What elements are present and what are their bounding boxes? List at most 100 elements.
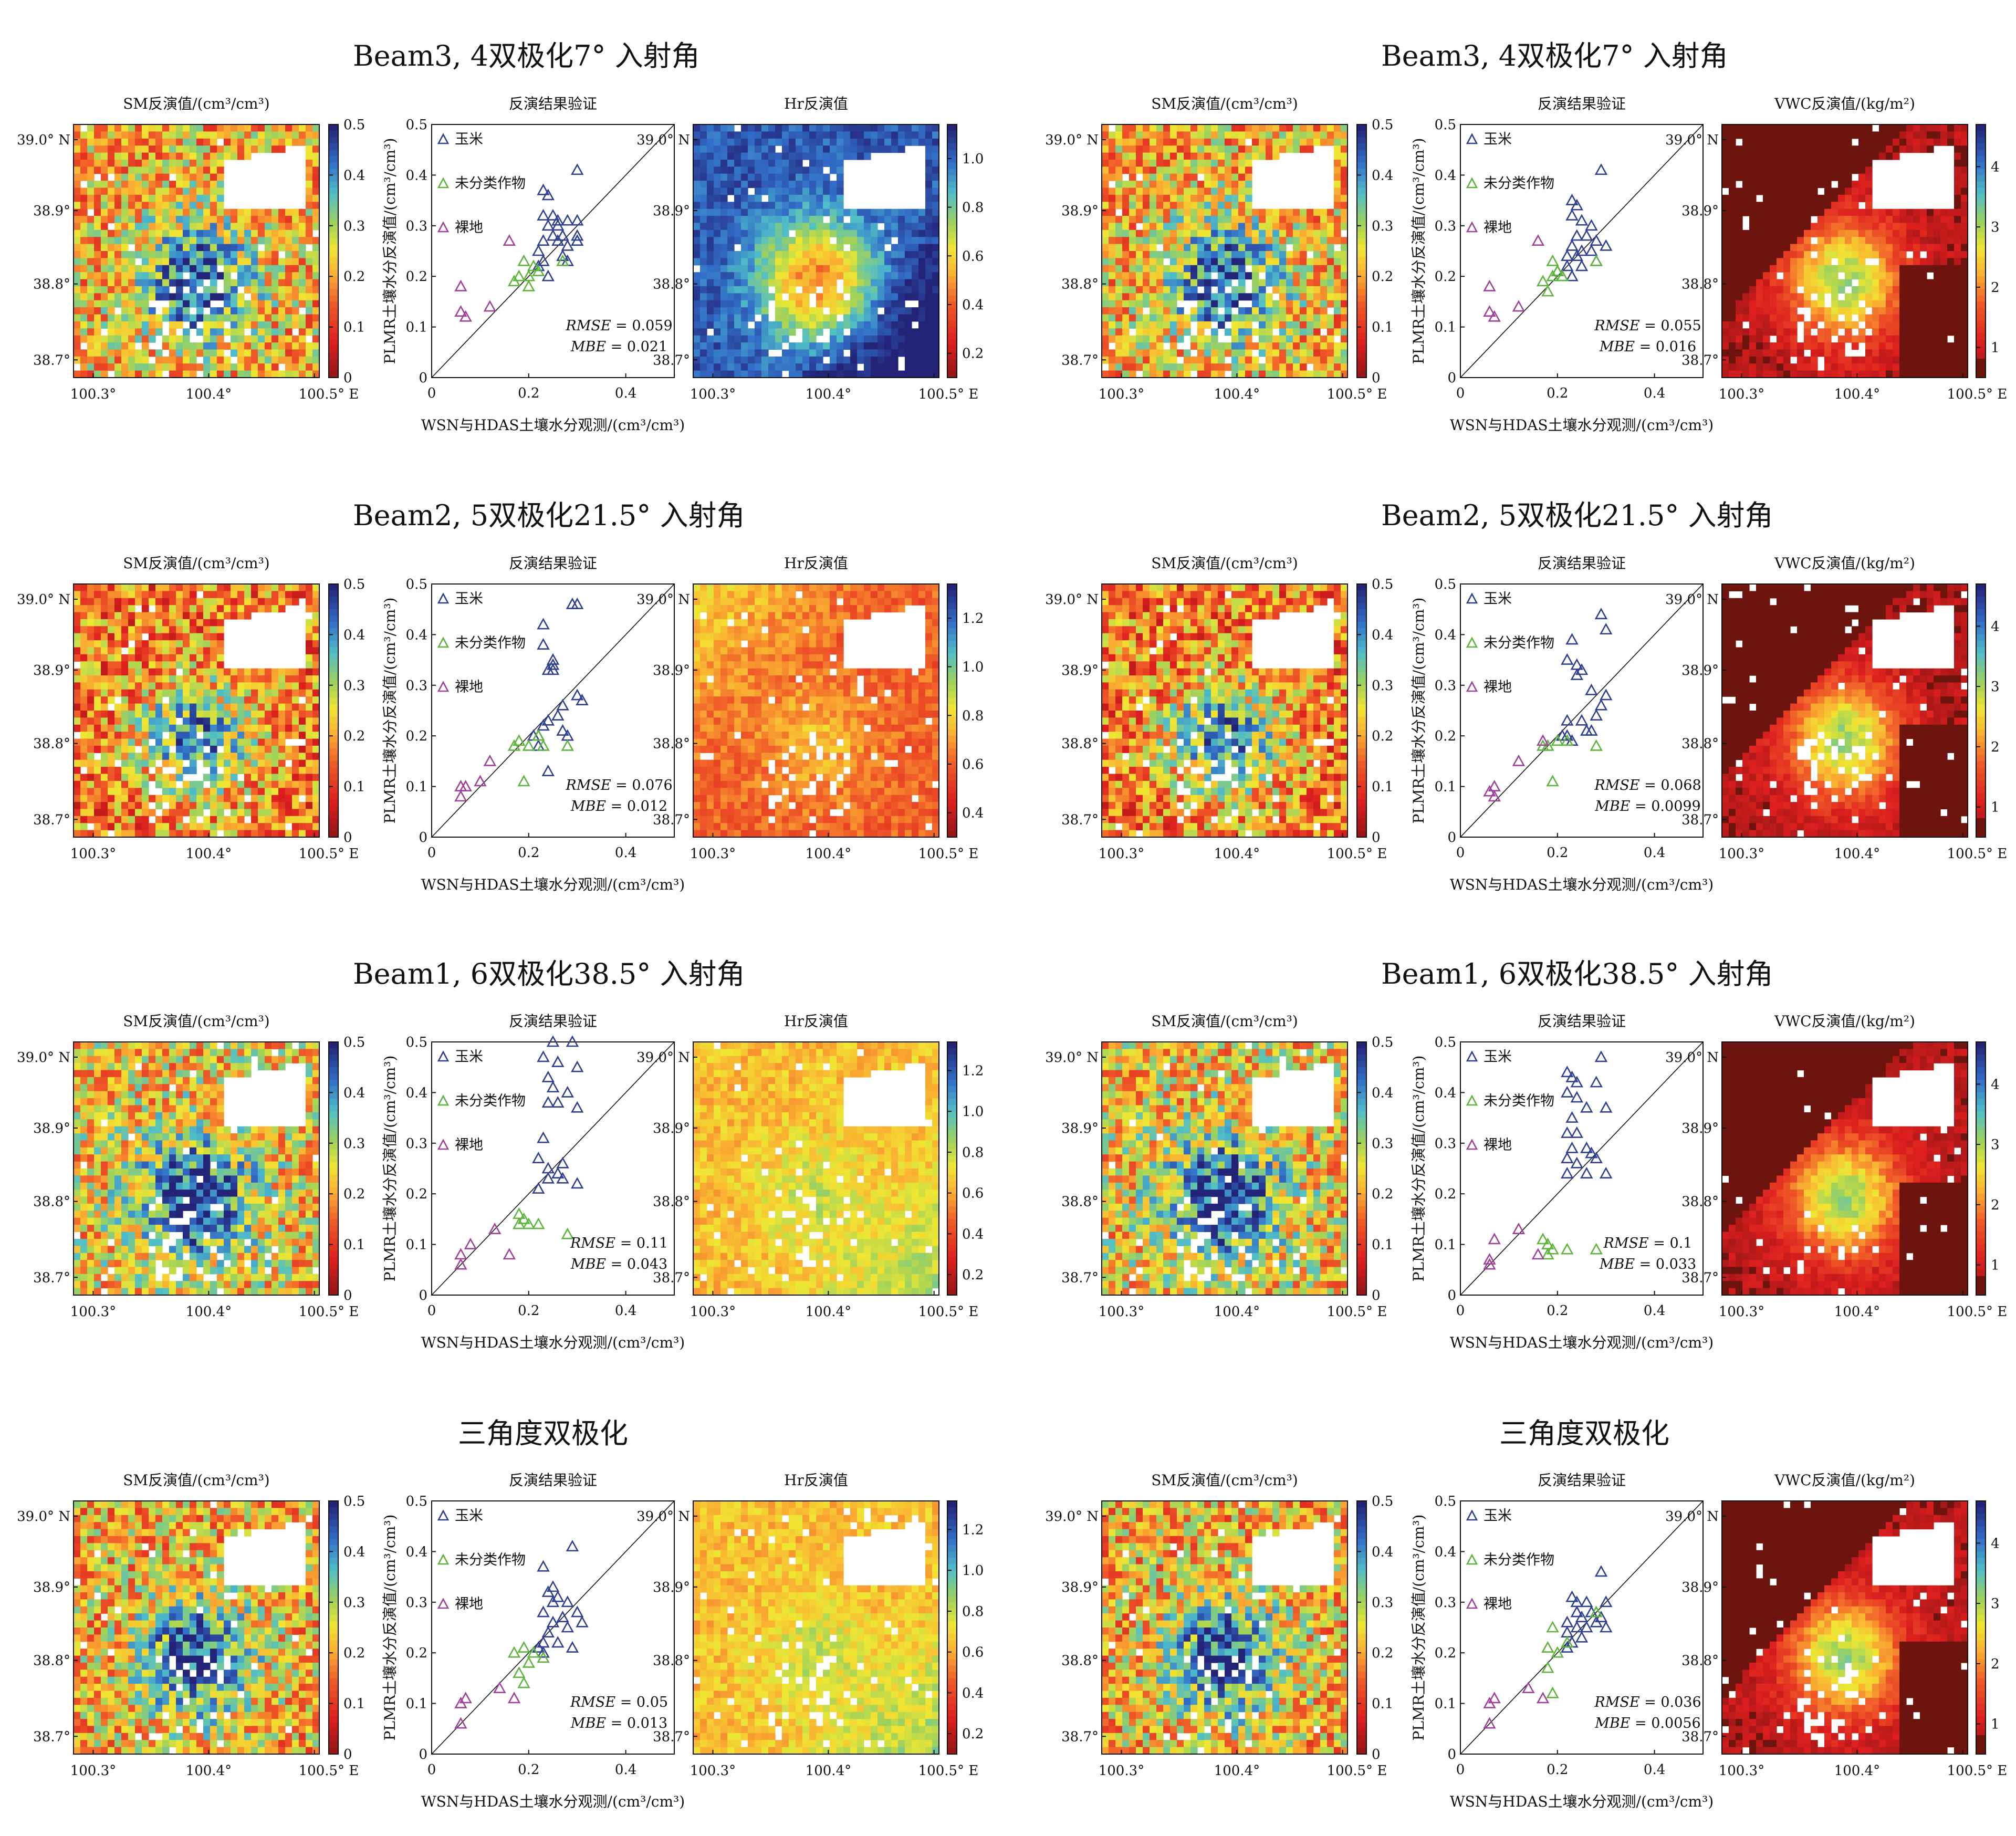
- map-cell: [142, 131, 149, 139]
- map-cell: [142, 145, 149, 153]
- map-cell: [94, 584, 101, 591]
- map-cell: [1129, 181, 1136, 189]
- map-cell: [1102, 138, 1109, 146]
- map-cell: [1824, 265, 1832, 273]
- map-cell: [809, 194, 817, 202]
- map-cell: [741, 187, 748, 195]
- map-cell: [87, 293, 95, 301]
- map-cell: [748, 314, 755, 322]
- map-cell: [292, 349, 299, 357]
- map-cell: [1334, 187, 1341, 195]
- map-cell: [707, 208, 714, 216]
- map-cell: [1190, 152, 1198, 160]
- map-cell: [1266, 244, 1273, 252]
- map-cell: [135, 216, 142, 224]
- map-cell: [1266, 279, 1273, 287]
- map-cell: [843, 208, 851, 216]
- map-cell: [217, 349, 224, 357]
- map-cell: [1122, 328, 1130, 336]
- map-cell: [128, 314, 135, 322]
- map-cell: [1102, 216, 1109, 224]
- map-cell: [1204, 321, 1211, 329]
- map-cell: [1115, 356, 1123, 364]
- legend-label: 玉米: [455, 131, 483, 148]
- map-cell: [1204, 223, 1211, 231]
- map-cell: [101, 335, 108, 343]
- colorbar-band: [1357, 187, 1366, 195]
- map-cell: [1245, 363, 1252, 371]
- map-cell: [1211, 244, 1218, 252]
- map-cell: [898, 138, 905, 146]
- map-cell: [693, 328, 701, 336]
- map-cell: [850, 138, 858, 146]
- map-cell: [1838, 131, 1845, 139]
- map-cell: [299, 342, 306, 350]
- map-cell: [802, 208, 810, 216]
- map-cell: [850, 272, 858, 280]
- map-cell: [850, 223, 858, 231]
- map-cell: [782, 328, 789, 336]
- map-cell: [871, 328, 878, 336]
- map-cell: [1763, 223, 1770, 231]
- map-cell: [1729, 187, 1736, 195]
- map-cell: [1961, 293, 1968, 301]
- lat-label: 38.8°: [1061, 277, 1099, 293]
- data-point: [1565, 208, 1579, 221]
- map-cell: [1729, 265, 1736, 273]
- map-cell: [1722, 272, 1729, 280]
- map-cell: [1204, 202, 1211, 210]
- map-cell: [1320, 307, 1328, 315]
- map-cell: [87, 335, 95, 343]
- map-cell: [700, 216, 707, 224]
- map-cell: [918, 138, 926, 146]
- map-cell: [884, 314, 892, 322]
- map-cell: [1170, 223, 1177, 231]
- map-cell: [1245, 349, 1252, 357]
- map-cell: [1804, 265, 1811, 273]
- map-cell: [1293, 342, 1300, 350]
- map-cell: [1756, 314, 1763, 322]
- map-cell: [1177, 159, 1184, 167]
- map-cell: [299, 321, 306, 329]
- map-cell: [306, 272, 313, 280]
- map-cell: [312, 335, 320, 343]
- map-cell: [816, 251, 823, 258]
- map-cell: [101, 321, 108, 329]
- map-cell: [1954, 181, 1961, 189]
- map-cell: [1961, 258, 1968, 266]
- colorbar-band: [1976, 143, 1986, 150]
- map-cell: [1770, 356, 1777, 364]
- map-cell: [155, 293, 163, 301]
- map-cell: [1824, 202, 1832, 210]
- map-cell: [285, 237, 293, 245]
- map-cell: [203, 173, 211, 181]
- map-cell: [1722, 173, 1729, 181]
- map-cell: [1763, 159, 1770, 167]
- map-cell: [94, 370, 101, 378]
- map-cell: [128, 286, 135, 294]
- map-cell: [1102, 370, 1109, 378]
- map-cell: [1852, 300, 1859, 308]
- map-cell: [210, 131, 217, 139]
- map-cell: [1279, 131, 1287, 139]
- map-cell: [1763, 363, 1770, 371]
- map-cell: [142, 230, 149, 237]
- map-cell: [1756, 244, 1763, 252]
- map-cell: [1150, 307, 1157, 315]
- map-cell: [312, 356, 320, 364]
- map-cell: [878, 321, 885, 329]
- map-cell: [1190, 145, 1198, 153]
- map-cell: [932, 124, 939, 132]
- map-cell: [1831, 356, 1839, 364]
- map-cell: [1204, 173, 1211, 181]
- map-cell: [1143, 251, 1150, 258]
- map-cell: [741, 124, 748, 132]
- map-cell: [1838, 145, 1845, 153]
- lat-label: 38.8°: [33, 277, 70, 293]
- map-cell: [1729, 307, 1736, 315]
- map-cell: [87, 356, 95, 364]
- map-cell: [1858, 293, 1866, 301]
- map-cell: [114, 159, 122, 167]
- lat-label: 38.9°: [1061, 203, 1099, 219]
- map-cell: [1334, 307, 1341, 315]
